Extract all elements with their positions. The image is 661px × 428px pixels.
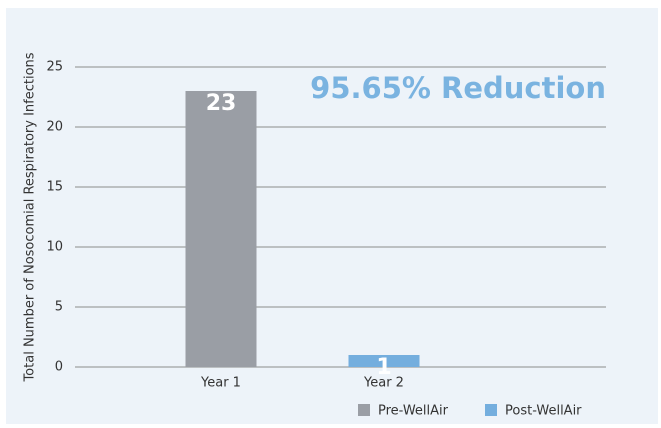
y-tick-label: 15 (46, 180, 63, 195)
legend-label: Post-WellAir (505, 404, 582, 419)
bar (348, 355, 420, 367)
y-axis-label: Total Number of Nosocomial Respiratory I… (23, 52, 38, 382)
annotation: 95.65% Reduction (310, 71, 606, 105)
legend-label: Pre-WellAir (378, 404, 449, 419)
background (6, 8, 658, 424)
y-tick-label: 25 (46, 60, 63, 75)
legend-swatch (358, 404, 370, 416)
value-label: 23 (206, 91, 237, 116)
value-label: 1 (376, 355, 391, 380)
y-tick-label: 5 (55, 300, 63, 315)
x-tick-label: Year 2 (363, 376, 404, 391)
bar (185, 91, 257, 367)
y-tick-label: 20 (46, 120, 63, 135)
legend-swatch (485, 404, 497, 416)
x-tick-label: Year 1 (200, 376, 241, 391)
y-tick-label: 0 (55, 360, 63, 375)
y-tick-label: 10 (46, 240, 63, 255)
